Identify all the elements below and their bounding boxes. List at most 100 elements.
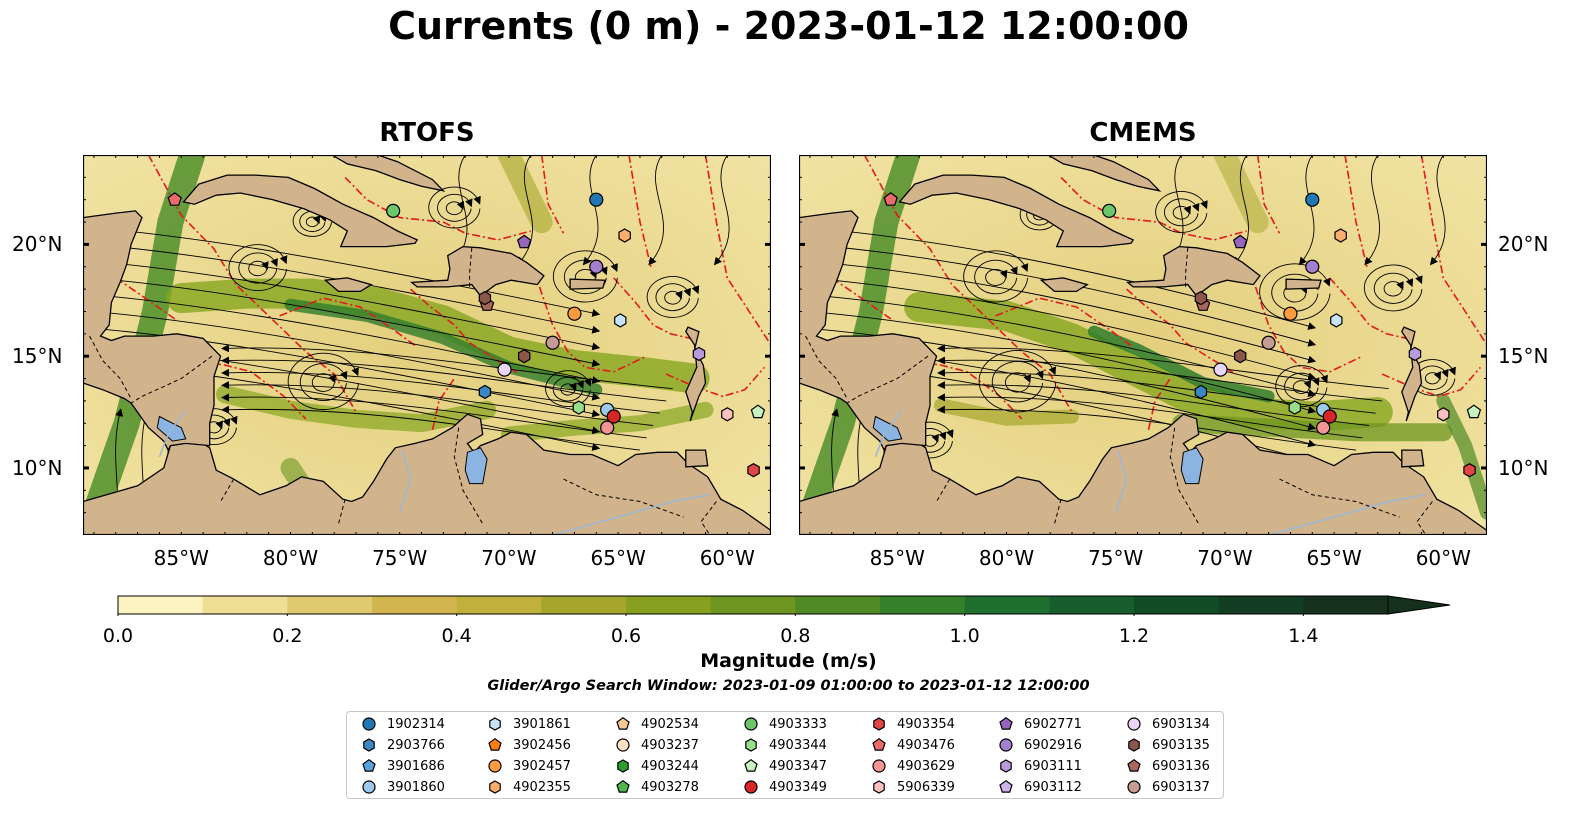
streamline	[311, 373, 336, 392]
land-border	[846, 355, 929, 404]
streamline	[655, 283, 691, 311]
legend-item: 6903136	[1126, 756, 1210, 776]
hexagon-marker-icon	[489, 780, 501, 794]
float-marker-4903347	[1466, 404, 1482, 419]
y-tick-label-right: 10°N	[1498, 455, 1549, 480]
streamline	[299, 363, 348, 402]
eez-boundary	[1344, 155, 1368, 267]
legend-label: 3902456	[513, 737, 571, 753]
land-border	[130, 355, 213, 404]
land-border	[220, 478, 235, 502]
land-border	[563, 478, 684, 518]
legend-label: 6903112	[1024, 779, 1082, 795]
river	[1268, 494, 1426, 535]
float-marker-6903135	[478, 290, 492, 306]
streamline	[1284, 372, 1320, 401]
eez-boundary	[147, 155, 357, 413]
land-border	[700, 501, 717, 535]
legend-label: 4903344	[769, 737, 827, 753]
land-border	[1169, 427, 1200, 525]
legend-item: 4903349	[743, 777, 827, 797]
legend-label: 3902457	[513, 758, 571, 774]
streamline	[1155, 191, 1208, 233]
streamline	[1164, 198, 1200, 227]
streamline	[937, 356, 1383, 402]
land-puertoRico	[1285, 278, 1322, 290]
circle-marker-icon	[872, 759, 886, 773]
colorbar-segment	[118, 596, 204, 614]
legend-label: 6903111	[1024, 758, 1082, 774]
colorbar-tick-label: 1.4	[1288, 625, 1319, 647]
colorbar-segment	[1049, 596, 1135, 614]
legend-item: 6903112	[998, 777, 1082, 797]
lake	[1180, 447, 1204, 485]
land-bahamas	[330, 155, 446, 192]
land-cuba	[898, 174, 1135, 248]
float-marker-6903137	[1261, 335, 1276, 350]
legend-label: 6903136	[1152, 758, 1210, 774]
x-tick-label: 85°W	[869, 546, 925, 570]
legend-label: 4903333	[769, 716, 827, 732]
colorbar-tick-label: 0.2	[272, 625, 303, 647]
land-jamaica	[323, 277, 373, 293]
current-band	[216, 385, 497, 433]
legend-label: 5906339	[897, 779, 955, 795]
hexagon-marker-icon	[363, 738, 375, 752]
colorbar-segment	[880, 596, 966, 614]
eez-boundary	[1126, 288, 1237, 375]
pentagon-marker-icon	[1127, 758, 1141, 772]
streamline	[428, 186, 481, 229]
y-tick-label-left: 20°N	[12, 232, 63, 257]
legend-item: 1902314	[361, 714, 445, 734]
float-marker-6902771	[1232, 234, 1248, 249]
streamline	[1424, 371, 1442, 385]
colorbar-segment	[795, 596, 881, 614]
river	[552, 494, 710, 535]
map-rtofs	[83, 155, 771, 535]
hexagon-marker-icon	[617, 759, 629, 773]
float-marker-6903135	[518, 349, 531, 364]
legend-label: 4902534	[641, 716, 699, 732]
legend-item: 3901686	[361, 756, 445, 776]
x-tick-label: 70°W	[1197, 546, 1253, 570]
float-marker-5906339	[721, 407, 734, 422]
pentagon-marker-icon	[872, 737, 886, 751]
eez-boundary	[1381, 366, 1482, 398]
float-marker-4903476	[167, 192, 182, 206]
current-band	[1213, 155, 1269, 234]
streamline	[1233, 155, 1249, 266]
x-tick-label: 85°W	[153, 546, 209, 570]
river	[874, 409, 903, 458]
eez-boundary	[344, 176, 531, 241]
streamline	[517, 155, 533, 266]
legend-item: 6903137	[1126, 777, 1210, 797]
legend-label: 3901860	[387, 779, 445, 795]
eez-boundary	[1060, 176, 1247, 241]
land-southAmerica	[799, 413, 1487, 535]
hexagon-marker-icon	[1128, 738, 1140, 752]
eez-boundary	[995, 297, 1134, 348]
streamline	[713, 155, 730, 266]
eez-boundary	[665, 366, 766, 398]
pentagon-marker-icon	[362, 758, 376, 772]
streamline	[820, 278, 1317, 381]
float-marker-5906339	[1437, 407, 1450, 422]
legend-label: 6903134	[1152, 716, 1210, 732]
streamline	[978, 350, 1057, 413]
float-marker-6903111	[1408, 346, 1422, 362]
streamline	[305, 215, 321, 228]
map-frame	[83, 155, 771, 535]
x-tick-label: 70°W	[481, 546, 537, 570]
streamline	[1292, 379, 1312, 394]
land-border	[453, 427, 484, 525]
map-frame	[799, 155, 1487, 535]
land-border	[1185, 247, 1189, 287]
current-band	[934, 398, 1079, 426]
land-hispaniola	[410, 245, 545, 297]
eez-boundary	[1420, 155, 1487, 346]
float-marker-2903766	[1194, 384, 1208, 400]
land-centralAmerica	[83, 210, 222, 452]
legend-label: 6902771	[1024, 716, 1082, 732]
float-marker-6903134	[497, 362, 512, 377]
legend-item: 4902534	[615, 714, 699, 734]
